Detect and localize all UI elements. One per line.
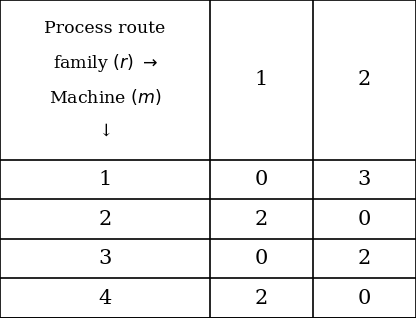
Text: 1: 1 bbox=[255, 70, 268, 89]
Text: 2: 2 bbox=[358, 249, 371, 268]
Text: family $\mathit{(r)}$ $\rightarrow$: family $\mathit{(r)}$ $\rightarrow$ bbox=[52, 52, 158, 74]
Text: 2: 2 bbox=[255, 289, 268, 308]
Text: ↓: ↓ bbox=[98, 123, 112, 140]
Text: 0: 0 bbox=[358, 289, 371, 308]
Text: Machine $\mathit{(m)}$: Machine $\mathit{(m)}$ bbox=[49, 87, 161, 107]
Text: 0: 0 bbox=[358, 210, 371, 229]
Text: 0: 0 bbox=[255, 170, 268, 189]
Text: 3: 3 bbox=[358, 170, 371, 189]
Text: 2: 2 bbox=[358, 70, 371, 89]
Text: 3: 3 bbox=[98, 249, 112, 268]
Text: 2: 2 bbox=[99, 210, 111, 229]
Text: 4: 4 bbox=[99, 289, 111, 308]
Text: 0: 0 bbox=[255, 249, 268, 268]
Text: 2: 2 bbox=[255, 210, 268, 229]
Text: Process route: Process route bbox=[45, 20, 166, 37]
Text: 1: 1 bbox=[98, 170, 112, 189]
